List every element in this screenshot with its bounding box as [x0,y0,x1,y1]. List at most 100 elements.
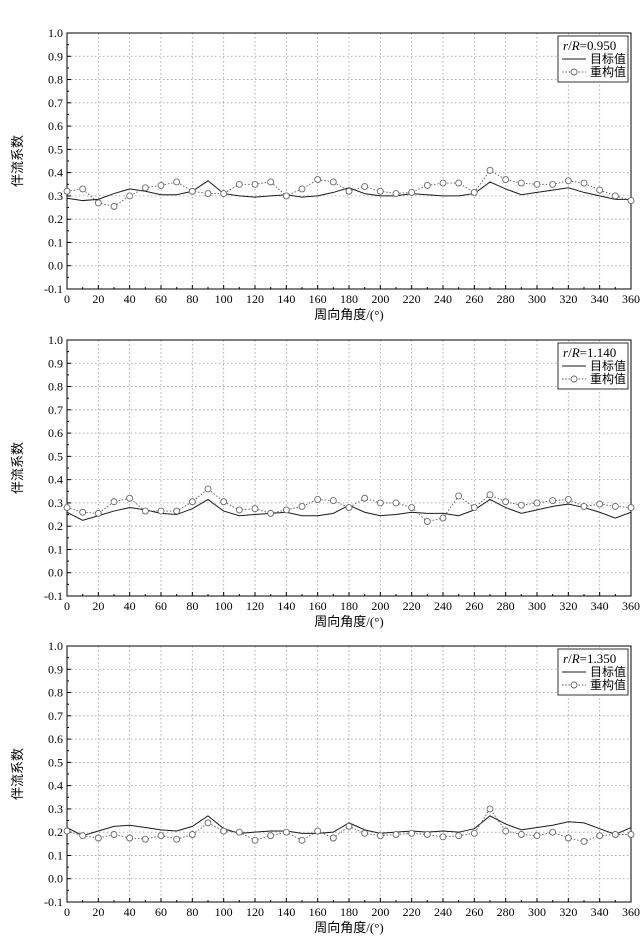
reconstructed-point [470,188,478,196]
x-tick-label: 220 [403,599,421,613]
y-tick-label: 1.0 [48,639,63,653]
x-tick-label: 260 [465,905,483,919]
y-tick-label: 0.5 [48,142,63,156]
y-tick-label: -0.1 [44,282,63,296]
y-axis-title: 伴流系数 [10,748,25,800]
x-axis-title: 周向角度/(°) [314,307,383,322]
y-tick-label: 1.0 [48,26,63,40]
reconstructed-point [533,499,541,507]
reconstructed-point [502,827,510,835]
reconstructed-point [188,498,196,506]
y-tick-label: 0.8 [48,380,63,394]
y-tick-label: 0.4 [48,473,63,487]
chart-panel-2: 0 20 40 60 80 100 120 140 160 180 200 220 240 260 280 3… [10,333,640,629]
reconstructed-point [502,498,510,506]
reconstructed-point [220,827,228,835]
reconstructed-point [282,192,290,200]
reconstructed-point [580,502,588,510]
reconstructed-point [251,836,259,844]
legend-title-part: r [563,345,569,360]
reconstructed-point [392,831,400,838]
x-tick-label: 60 [155,292,167,306]
reconstructed-point [126,192,134,200]
reconstructed-point [141,507,149,515]
reconstructed-point [596,832,604,840]
x-tick-label: 0 [64,599,70,613]
reconstructed-point [517,501,525,509]
y-tick-label: 0.1 [48,542,63,556]
reconstructed-point [439,833,447,841]
legend-title-part: =0.950 [580,38,617,53]
reconstructed-point [267,832,275,840]
reconstructed-point [141,184,149,192]
x-tick-label: 0 [64,292,70,306]
reconstructed-point [423,181,431,189]
x-tick-label: 80 [186,905,198,919]
x-tick-label: 280 [497,905,515,919]
x-axis-title: 周向角度/(°) [314,614,383,629]
legend-title: r/R=1.350 [563,651,616,666]
reconstructed-point [79,508,87,516]
reconstructed-point [345,504,353,512]
target-series-line [66,180,631,202]
reconstructed-point [361,829,369,837]
reconstructed-point [361,183,369,191]
reconstructed-point [439,514,447,522]
x-tick-label: 260 [465,292,483,306]
legend-title-part: R [571,38,580,53]
x-tick-label: 0 [64,905,70,919]
reconstructed-point [470,504,478,512]
reconstructed-point [580,838,588,845]
x-tick-label: 280 [497,292,515,306]
reconstructed-point [376,499,384,507]
reconstructed-point [376,832,384,840]
reconstructed-point [455,179,463,187]
x-tick-label: 160 [309,599,327,613]
reconstructed-point [549,180,557,188]
legend-entry-label: 目标值 [590,358,626,373]
x-tick-label: 300 [528,599,546,613]
legend-title: r/R=0.950 [563,38,616,53]
reconstructed-point [94,199,102,207]
reconstructed-point [329,178,337,186]
legend-title-part: R [571,651,580,666]
x-tick-label: 100 [215,599,233,613]
reconstructed-point [533,832,541,840]
x-tick-label: 260 [465,599,483,613]
legend-title-part: r [563,38,569,53]
reconstructed-point [596,186,604,194]
reconstructed-point [251,180,259,188]
reconstructed-point [63,187,71,195]
reconstructed-point [110,831,118,838]
y-tick-label: 0.8 [48,73,63,87]
reconstructed-point [408,188,416,196]
reconstructed-point [580,179,588,187]
x-axis-title: 周向角度/(°) [314,920,383,935]
x-tick-label: 200 [371,905,389,919]
x-tick-label: 40 [124,905,136,919]
x-tick-label: 160 [309,292,327,306]
legend-title-part: =1.140 [580,345,617,360]
reconstructed-point [345,822,353,830]
y-tick-label: 0.9 [48,356,63,370]
x-tick-label: 40 [124,292,136,306]
y-tick-label: -0.1 [44,589,63,603]
x-tick-label: 80 [186,599,198,613]
x-tick-label: 120 [246,905,264,919]
x-tick-label: 340 [591,905,609,919]
reconstructed-point [627,831,635,838]
x-tick-label: 340 [591,599,609,613]
x-tick-label: 200 [371,292,389,306]
x-tick-label: 320 [559,292,577,306]
y-tick-label: -0.1 [44,895,63,909]
reconstructed-point [267,509,275,517]
reconstructed-point [110,498,118,506]
reconstructed-point [470,829,478,837]
reconstructed-point [596,500,604,508]
legend-title-part: / [568,651,572,666]
x-tick-label: 360 [622,599,640,613]
x-tick-label: 240 [434,599,452,613]
y-tick-label: 0.7 [48,709,63,723]
